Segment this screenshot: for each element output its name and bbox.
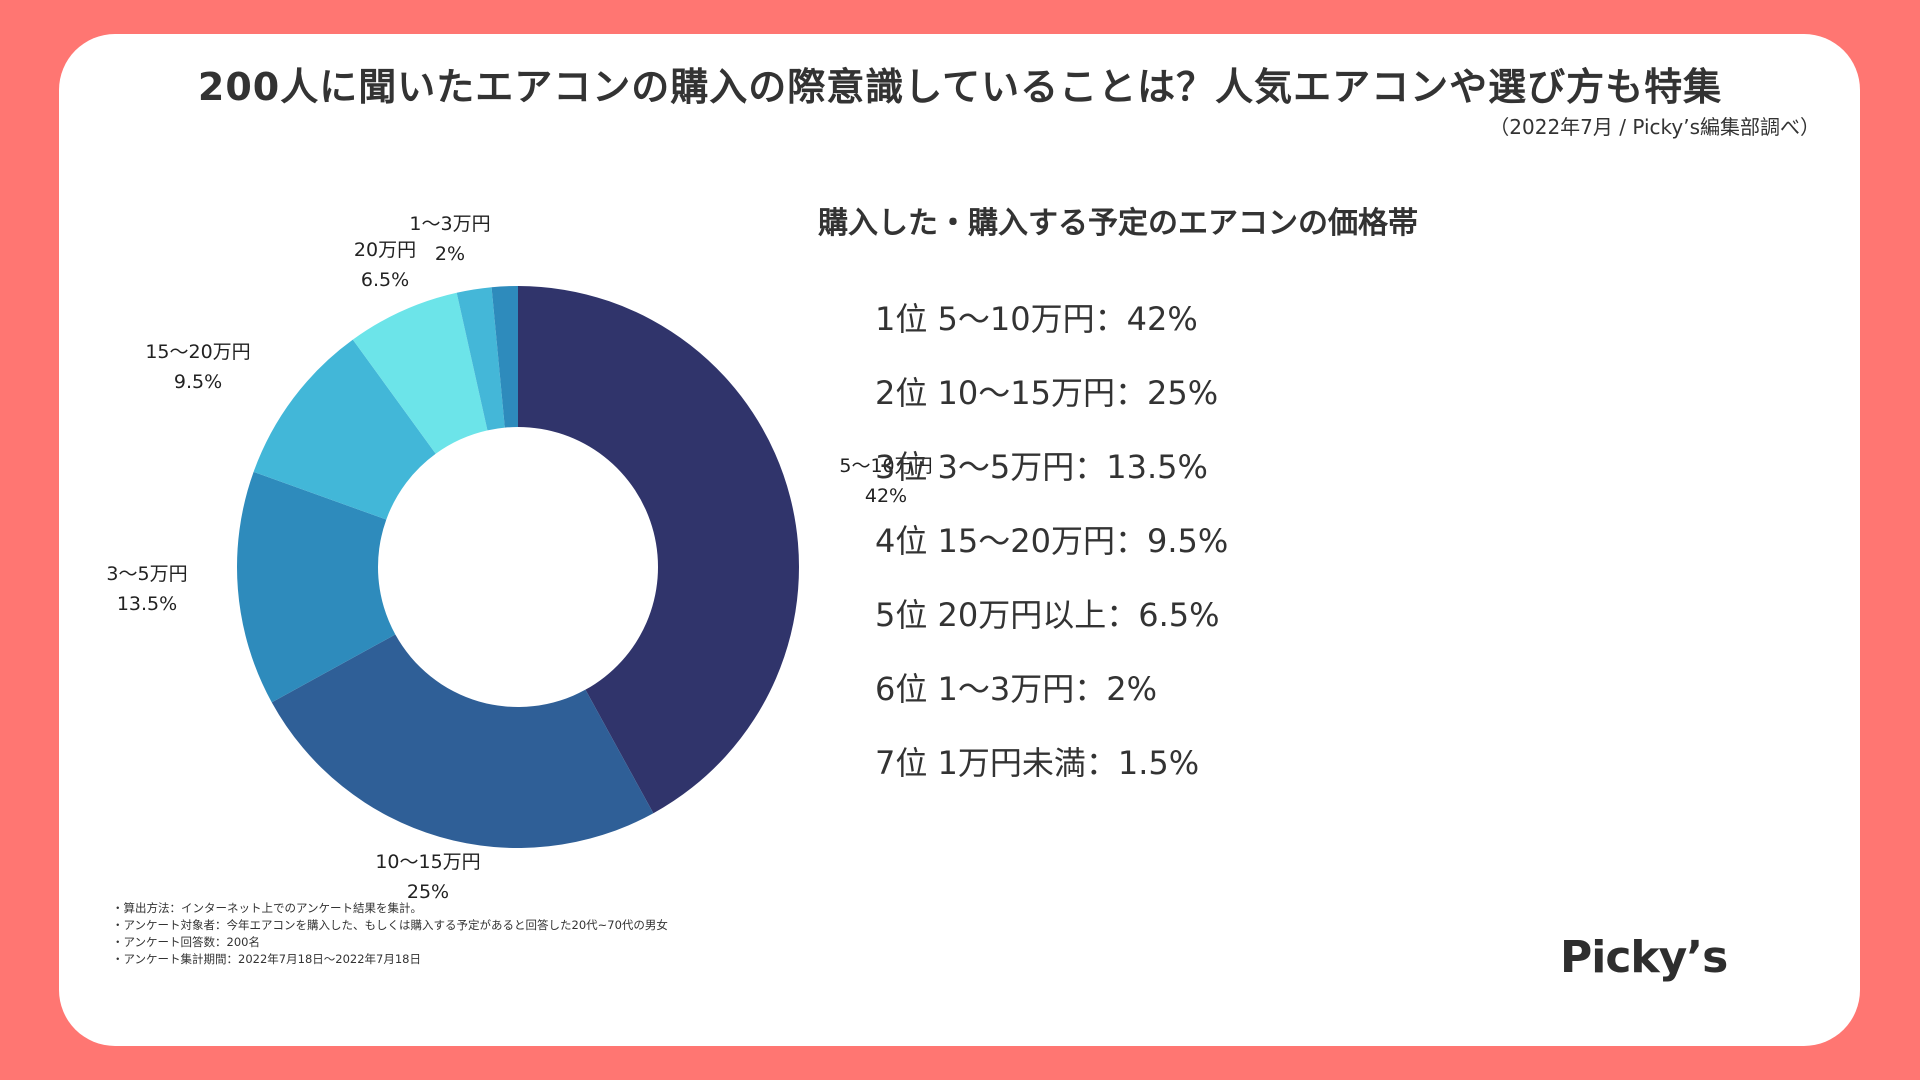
slice-value-label-5: 6.5% [361, 269, 409, 291]
slice-category-label-3: 3〜5万円 [106, 563, 187, 585]
ranking-item-4: 4位 15〜20万円：9.5% [875, 522, 1229, 560]
ranking-item-6: 6位 1〜3万円：2% [875, 670, 1158, 708]
donut-slice-2 [271, 634, 654, 848]
ranking-list: 1位 5〜10万円：42% 2位 10〜15万円：25% 3位 3〜5万円：13… [875, 294, 1228, 812]
page-title: 200人に聞いたエアコンの購入の際意識していることは？人気エアコンや選び方も特集 [197, 65, 1723, 109]
donut-slices [236, 286, 799, 848]
ranking-title: 購入した・購入する予定のエアコンの価格帯 [818, 206, 1418, 241]
donut-slice-3 [236, 471, 396, 703]
slice-category-label-4: 15〜20万円 [145, 341, 250, 363]
survey-notes: ・算出方法：インターネット上でのアンケート結果を集計。 ・アンケート対象者：今年… [112, 900, 668, 968]
donut-slice-4 [253, 339, 436, 520]
brand-logo: Picky’s [1560, 932, 1728, 983]
ranking-item-7: 7位 1万円未満：1.5% [875, 744, 1200, 782]
slice-value-label-4: 9.5% [174, 371, 222, 393]
slice-category-label-1: 5〜10万円 [839, 455, 932, 477]
note-method: ・算出方法：インターネット上でのアンケート結果を集計。 [112, 901, 423, 915]
donut-slice-5 [352, 292, 488, 454]
ranking-item-1: 1位 5〜10万円：42% [875, 300, 1198, 338]
donut-slice-7 [491, 286, 518, 428]
donut-slice-1 [518, 286, 799, 814]
donut-labels: 5〜10万円 42% 10〜15万円 25% 3〜5万円 13.5% 15〜20万円 9.5%… [106, 213, 932, 903]
donut-slice-6 [456, 287, 505, 431]
slice-category-label-5: 20万円 [354, 239, 416, 261]
note-count: ・アンケート回答数：200名 [112, 935, 260, 949]
slice-value-label-1: 42% [865, 485, 907, 507]
slice-value-label-6: 2% [435, 243, 465, 265]
source-note: （2022年7月 / Picky’s編集部調べ） [1489, 115, 1820, 139]
ranking-item-5: 5位 20万円以上：6.5% [875, 596, 1220, 634]
slice-value-label-2: 25% [407, 881, 449, 903]
note-target: ・アンケート対象者：今年エアコンを購入した、もしくは購入する予定があると回答した… [112, 918, 668, 932]
ranking-item-2: 2位 10〜15万円：25% [875, 374, 1219, 412]
note-period: ・アンケート集計期間：2022年7月18日〜2022年7月18日 [112, 952, 421, 966]
slice-category-label-6: 1〜3万円 [409, 213, 490, 235]
slice-category-label-2: 10〜15万円 [375, 851, 480, 873]
ranking-item-3: 3位 3〜5万円：13.5% [875, 448, 1208, 486]
slice-value-label-3: 13.5% [117, 593, 177, 615]
